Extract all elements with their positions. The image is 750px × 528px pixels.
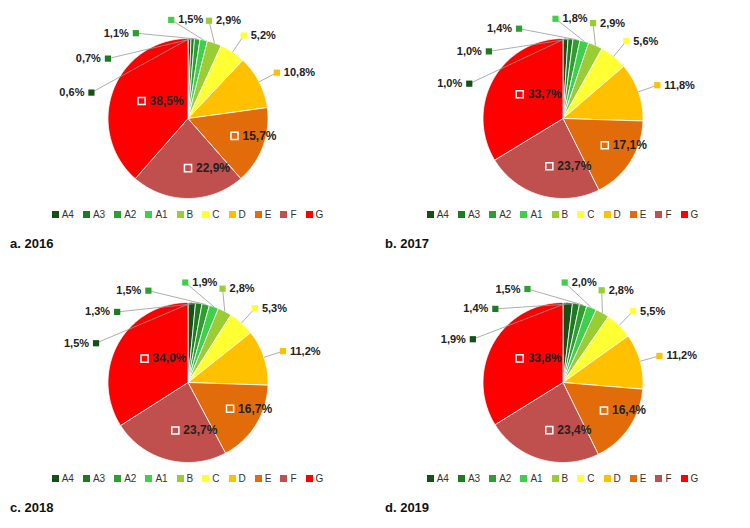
svg-text:10,8%: 10,8% [284,66,315,78]
svg-text:33,8%: 33,8% [528,351,562,365]
html-text:A3: A3 [467,472,481,484]
html-text:A4: A4 [436,208,449,220]
html-text:D: D [238,208,246,220]
svg-text:34,0%: 34,0% [153,351,187,365]
html-text:D: D [613,472,621,484]
html-text:F: F [665,208,672,220]
svg-text:0,6%: 0,6% [59,86,84,98]
html-text:A4: A4 [61,208,74,220]
html-text:D: D [238,472,246,484]
html-text:B: B [561,208,569,220]
html-text:A1: A1 [530,472,543,484]
svg-text:1,0%: 1,0% [437,77,462,89]
html-text:B: B [186,208,194,220]
svg-text:33,7%: 33,7% [528,87,562,101]
svg-text:23,7%: 23,7% [557,159,591,173]
svg-text:1,5%: 1,5% [178,13,203,25]
html-text:A3: A3 [92,208,106,220]
html-text:b. 2017: b. 2017 [385,236,430,251]
svg-text:1,0%: 1,0% [457,45,482,57]
html-text:A2: A2 [499,208,512,220]
html-text:A4: A4 [61,472,74,484]
svg-text:11,8%: 11,8% [664,79,695,91]
html-text:D: D [613,208,621,220]
svg-text:16,7%: 16,7% [238,402,272,416]
svg-text:1,5%: 1,5% [64,337,89,349]
svg-text:1,9%: 1,9% [192,276,217,288]
svg-text:23,7%: 23,7% [183,423,217,437]
html-text:A2: A2 [124,472,137,484]
html-text:A1: A1 [155,208,168,220]
html-text:E: E [639,208,647,220]
html-text:A3: A3 [467,208,481,220]
html-text:E: E [264,472,272,484]
svg-text:15,7%: 15,7% [242,129,276,143]
svg-text:38,5%: 38,5% [150,94,184,108]
html-text:G: G [690,472,699,484]
svg-text:1,8%: 1,8% [562,12,587,24]
html-text:C: C [212,472,220,484]
svg-text:1,5%: 1,5% [116,284,141,296]
svg-text:2,0%: 2,0% [572,276,597,288]
svg-text:11,2%: 11,2% [666,349,697,361]
svg-text:2,8%: 2,8% [230,282,255,294]
html-text:F: F [665,472,672,484]
html-text:C: C [212,208,220,220]
html-text:d. 2019: d. 2019 [385,500,430,515]
html-text:A1: A1 [530,208,543,220]
html-text:A4: A4 [436,472,449,484]
html-text:E: E [264,208,272,220]
svg-text:0,7%: 0,7% [76,52,101,64]
html-text:F: F [290,472,297,484]
html-text:c. 2018: c. 2018 [10,500,54,515]
html-text:G: G [315,472,324,484]
html-text:B: B [186,472,194,484]
html-text:A2: A2 [499,472,512,484]
svg-text:1,3%: 1,3% [85,305,110,317]
svg-text:2,9%: 2,9% [600,17,625,29]
svg-text:1,5%: 1,5% [495,283,520,295]
svg-text:1,4%: 1,4% [463,302,488,314]
html-text:B: B [561,472,569,484]
html-text:A3: A3 [92,472,106,484]
html-text:E: E [639,472,647,484]
html-text:F: F [290,208,297,220]
html-text:A1: A1 [155,472,168,484]
html-text:G: G [690,208,699,220]
svg-text:2,8%: 2,8% [609,284,634,296]
html-text:G: G [315,208,324,220]
svg-text:1,4%: 1,4% [487,22,512,34]
svg-text:2,9%: 2,9% [216,14,241,26]
html-text:A2: A2 [124,208,137,220]
svg-text:16,4%: 16,4% [612,403,646,417]
svg-text:1,9%: 1,9% [441,333,466,345]
svg-text:17,1%: 17,1% [613,138,647,152]
svg-text:22,9%: 22,9% [196,161,230,175]
svg-text:23,4%: 23,4% [557,423,591,437]
html-text:C: C [587,208,595,220]
svg-text:1,1%: 1,1% [104,27,129,39]
svg-text:5,5%: 5,5% [640,305,665,317]
svg-text:11,2%: 11,2% [290,345,321,357]
html-text:a. 2016: a. 2016 [10,236,54,251]
html-text:C: C [587,472,595,484]
svg-text:5,3%: 5,3% [262,302,287,314]
svg-text:5,6%: 5,6% [633,35,658,47]
svg-text:5,2%: 5,2% [251,29,276,41]
